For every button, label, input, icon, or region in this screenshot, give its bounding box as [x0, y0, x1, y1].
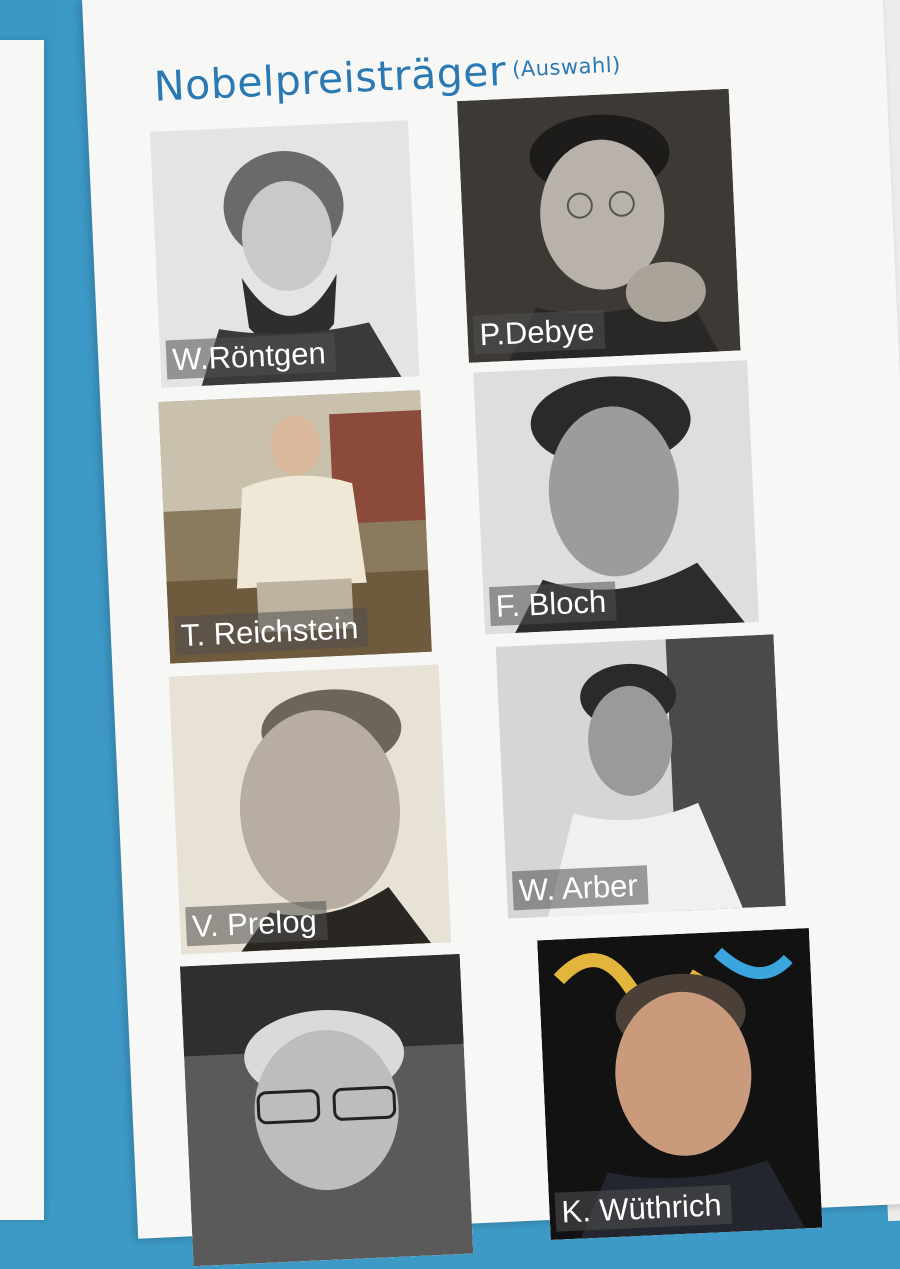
portrait-card-unlabeled — [179, 953, 474, 1267]
laureate-name-label: P.Debye — [472, 309, 606, 355]
portrait-card-arber: W. Arber — [495, 634, 786, 919]
poster-title-text: Nobelpreisträger — [152, 46, 508, 111]
portrait-card-debye: P.Debye — [456, 88, 741, 363]
portrait-photo — [179, 953, 474, 1267]
poster-subtitle: (Auswahl) — [511, 52, 622, 82]
nobel-poster: Nobelpreisträger (Auswahl) W.Röntgen — [82, 0, 900, 1267]
portrait-card-prelog: V. Prelog — [168, 664, 452, 955]
left-paper-sheet — [0, 40, 44, 1220]
laureate-name-label: K. Wüthrich — [554, 1184, 733, 1232]
portrait-card-wuethrich: K. Wüthrich — [537, 927, 823, 1241]
portrait-card-bloch: F. Bloch — [473, 360, 759, 635]
laureate-name-label: W.Röntgen — [165, 332, 337, 380]
portrait-photo — [456, 88, 741, 363]
laureate-name-label: F. Bloch — [489, 581, 617, 627]
portrait-card-reichstein: T. Reichstein — [158, 390, 432, 664]
portrait-photo — [473, 360, 759, 635]
laureate-name-label: W. Arber — [511, 865, 649, 911]
portrait-card-roentgen: W.Röntgen — [150, 120, 420, 388]
laureate-name-label: V. Prelog — [185, 900, 328, 947]
portrait-photo — [495, 634, 786, 919]
